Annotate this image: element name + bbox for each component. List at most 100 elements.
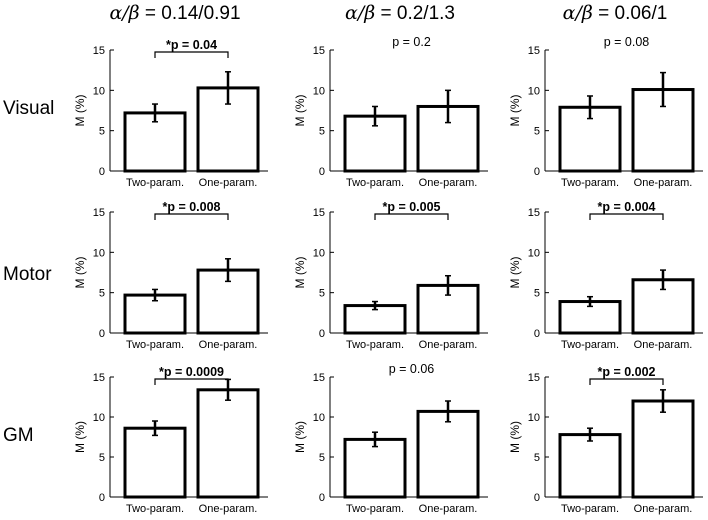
bar	[631, 399, 695, 499]
y-tick-label: 0	[99, 166, 105, 178]
column-header-value: = 0.2/1.3	[375, 3, 455, 24]
significance-bracket	[589, 213, 664, 220]
y-tick-label: 10	[313, 85, 325, 97]
column-header-value: = 0.06/1	[592, 3, 668, 24]
x-tick-label: One-param.	[419, 339, 478, 351]
y-tick-label: 10	[528, 247, 540, 259]
x-tick-label: One-param.	[199, 339, 258, 351]
alpha-beta-symbol: α/β	[345, 2, 376, 24]
y-axis-label: M (%)	[508, 95, 522, 127]
p-value-label: *p = 0.004	[597, 200, 655, 214]
y-tick-label: 10	[93, 247, 105, 259]
chart-panel-gm-2: 0 5 10 15 M (%) Two-param. One-param. p = 0.06	[293, 362, 488, 515]
x-tick-label: Two-param.	[346, 177, 404, 189]
row-label-gm: GM	[3, 425, 34, 446]
p-value-label: *p = 0.008	[162, 200, 220, 214]
x-tick-label: One-param.	[199, 503, 258, 515]
y-tick-label: 10	[313, 247, 325, 259]
x-tick-label: One-param.	[419, 177, 478, 189]
y-tick-label: 10	[313, 412, 325, 424]
x-tick-label: Two-param.	[561, 177, 619, 189]
x-tick-label: One-param.	[419, 503, 478, 515]
y-tick-label: 15	[528, 372, 540, 384]
y-tick-label: 0	[319, 492, 325, 504]
y-tick-label: 15	[93, 372, 105, 384]
column-header-1: α/β = 0.14/0.91	[65, 2, 285, 25]
p-value-label: p = 0.06	[389, 362, 435, 376]
chart-panel-visual-2: 0 5 10 15 M (%) Two-param. One-param. p = 0.2	[293, 35, 488, 189]
y-tick-label: 10	[528, 412, 540, 424]
y-tick-label: 0	[99, 492, 105, 504]
p-value-label: *p = 0.0009	[159, 365, 224, 379]
y-tick-label: 0	[99, 328, 105, 340]
y-axis-label: M (%)	[293, 257, 307, 289]
chart-panel-motor-2: 0 5 10 15 M (%) Two-param. One-param. *p = 0.00…	[293, 200, 488, 351]
y-tick-label: 10	[93, 85, 105, 97]
y-tick-label: 0	[534, 166, 540, 178]
significance-bracket	[374, 213, 449, 220]
column-header-3: α/β = 0.06/1	[505, 2, 708, 25]
chart-panel-gm-1: 0 5 10 15 M (%) Two-param. One-param. *p = 0.00…	[73, 365, 268, 515]
y-tick-label: 10	[93, 412, 105, 424]
column-header-value: = 0.14/0.91	[139, 3, 241, 24]
y-tick-label: 15	[93, 207, 105, 219]
y-tick-label: 5	[99, 452, 105, 464]
x-tick-label: Two-param.	[561, 339, 619, 351]
y-axis-label: M (%)	[73, 257, 87, 289]
x-tick-label: One-param.	[634, 503, 693, 515]
y-tick-label: 0	[534, 328, 540, 340]
x-tick-label: One-param.	[634, 177, 693, 189]
x-tick-label: Two-param.	[346, 503, 404, 515]
y-tick-label: 5	[99, 126, 105, 138]
y-axis-label: M (%)	[293, 95, 307, 127]
y-tick-label: 5	[319, 126, 325, 138]
x-tick-label: One-param.	[634, 339, 693, 351]
bar	[123, 426, 187, 499]
x-tick-label: Two-param.	[126, 503, 184, 515]
bar	[343, 437, 407, 499]
y-tick-label: 5	[534, 452, 540, 464]
x-tick-label: Two-param.	[126, 339, 184, 351]
y-tick-label: 15	[313, 372, 325, 384]
p-value-label: *p = 0.002	[597, 365, 655, 379]
significance-bracket	[154, 51, 229, 58]
bar	[558, 433, 622, 499]
alpha-beta-symbol: α/β	[109, 2, 140, 24]
y-tick-label: 0	[534, 492, 540, 504]
p-value-label: p = 0.08	[604, 35, 650, 49]
chart-panel-visual-3: 0 5 10 15 M (%) Two-param. One-param. p = 0.08	[508, 35, 703, 189]
bar	[416, 409, 480, 499]
y-axis-label: M (%)	[73, 95, 87, 127]
y-axis-label: M (%)	[508, 257, 522, 289]
significance-bracket	[154, 378, 229, 385]
y-tick-label: 10	[528, 85, 540, 97]
y-axis-label: M (%)	[293, 421, 307, 453]
y-tick-label: 5	[534, 288, 540, 300]
x-tick-label: Two-param.	[561, 503, 619, 515]
x-tick-label: One-param.	[199, 177, 258, 189]
y-tick-label: 5	[534, 126, 540, 138]
y-tick-label: 0	[319, 166, 325, 178]
x-tick-label: Two-param.	[346, 339, 404, 351]
y-tick-label: 15	[313, 207, 325, 219]
p-value-label: p = 0.2	[392, 35, 431, 49]
significance-bracket	[589, 378, 664, 385]
p-value-label: *p = 0.005	[382, 200, 440, 214]
significance-bracket	[154, 213, 229, 220]
y-tick-label: 0	[319, 328, 325, 340]
chart-panel-motor-3: 0 5 10 15 M (%) Two-param. One-param. *p = 0.00…	[508, 200, 703, 351]
y-tick-label: 15	[528, 207, 540, 219]
y-tick-label: 5	[319, 288, 325, 300]
p-value-label: *p = 0.04	[166, 38, 217, 52]
bar	[196, 388, 260, 499]
y-axis-label: M (%)	[508, 421, 522, 453]
y-tick-label: 5	[319, 452, 325, 464]
y-tick-label: 15	[93, 45, 105, 57]
y-tick-label: 15	[313, 45, 325, 57]
chart-panel-visual-1: 0 5 10 15 M (%) Two-param. One-param. *p = 0.04	[73, 38, 268, 189]
chart-panel-gm-3: 0 5 10 15 M (%) Two-param. One-param. *p = 0.00…	[508, 365, 703, 515]
y-axis-label: M (%)	[73, 421, 87, 453]
bar	[416, 104, 480, 173]
